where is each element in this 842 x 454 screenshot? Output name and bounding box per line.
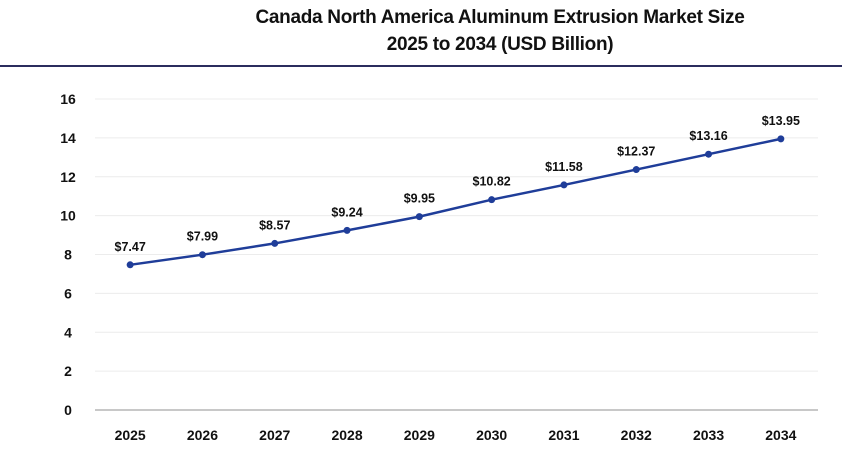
data-point	[343, 226, 351, 234]
data-point	[705, 150, 713, 158]
chart-title: Canada North America Aluminum Extrusion …	[200, 4, 800, 58]
x-tick-label: 2029	[404, 427, 435, 443]
chart-title-line1: Canada North America Aluminum Extrusion …	[255, 7, 745, 28]
data-label: $10.82	[473, 175, 511, 189]
data-label: $7.99	[187, 230, 218, 244]
data-point	[488, 196, 496, 204]
data-point	[777, 135, 785, 143]
data-label: $11.58	[545, 160, 583, 174]
x-tick-label: 2033	[693, 427, 724, 443]
y-tick-label: 8	[64, 247, 72, 263]
x-tick-label: 2027	[259, 427, 290, 443]
data-label: $9.95	[404, 192, 435, 206]
y-tick-label: 6	[64, 285, 72, 301]
x-tick-label: 2028	[331, 427, 362, 443]
data-point	[126, 261, 134, 269]
data-point	[271, 239, 279, 247]
data-point	[415, 213, 423, 221]
y-tick-label: 14	[60, 130, 76, 146]
y-tick-label: 10	[60, 208, 76, 224]
title-divider	[0, 65, 842, 67]
data-point	[198, 251, 206, 259]
x-tick-label: 2034	[765, 427, 796, 443]
y-tick-label: 4	[64, 324, 72, 340]
x-tick-label: 2025	[115, 427, 146, 443]
chart-subtitle: 2025 to 2034 (USD Billion)	[386, 34, 614, 55]
x-tick-label: 2032	[621, 427, 652, 443]
x-tick-label: 2026	[187, 427, 218, 443]
y-tick-label: 0	[64, 402, 72, 418]
data-label: $13.16	[689, 129, 727, 143]
data-point	[632, 166, 640, 174]
x-tick-label: 2031	[548, 427, 579, 443]
data-label: $13.95	[762, 114, 800, 128]
data-label: $12.37	[617, 145, 655, 159]
data-label: $7.47	[115, 240, 146, 254]
y-tick-label: 12	[60, 169, 76, 185]
data-label: $9.24	[331, 205, 362, 219]
y-tick-label: 2	[64, 363, 72, 379]
y-tick-label: 16	[60, 91, 76, 107]
x-tick-label: 2030	[476, 427, 507, 443]
data-label: $8.57	[259, 218, 290, 232]
data-point	[560, 181, 568, 189]
series-line	[129, 137, 782, 267]
